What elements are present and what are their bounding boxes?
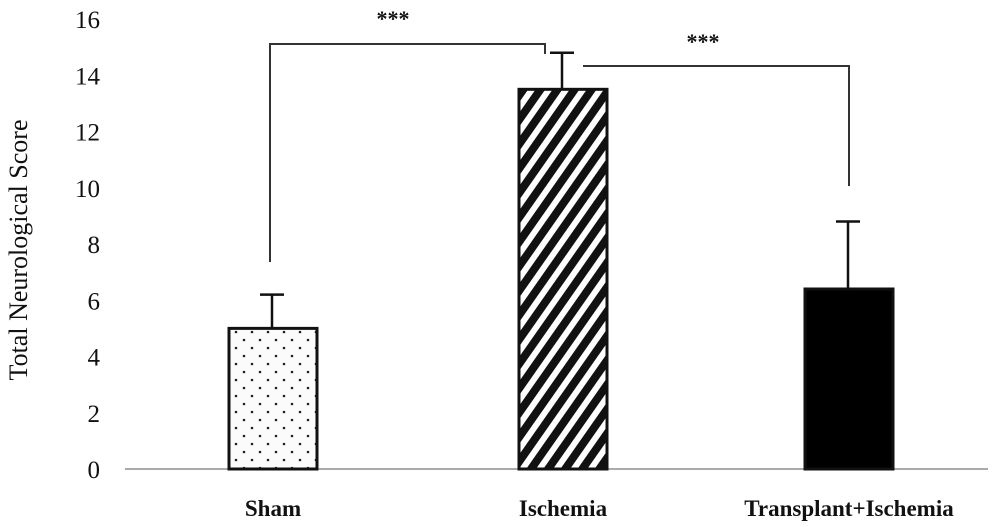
category-labels: Sham Ischemia Transplant+Ischemia	[245, 496, 954, 521]
y-tick-label: 12	[75, 120, 100, 147]
y-tick-label: 14	[75, 63, 101, 90]
bar	[803, 287, 895, 471]
y-tick-label: 6	[88, 288, 101, 315]
category-label: Transplant+Ischemia	[744, 496, 954, 521]
bar	[227, 326, 319, 471]
significance-label: ***	[377, 6, 410, 31]
y-tick-label: 2	[88, 401, 101, 428]
y-tick-label: 10	[75, 176, 100, 203]
bars	[227, 87, 895, 471]
y-axis-label: Total Neurological Score	[4, 120, 33, 381]
significance-label: ***	[687, 29, 720, 54]
significance-bracket	[583, 65, 850, 186]
significance-brackets: *** ***	[269, 6, 850, 262]
error-bars	[260, 51, 860, 329]
category-label: Ischemia	[519, 496, 608, 521]
significance-bracket	[269, 43, 546, 262]
y-tick-label: 0	[88, 457, 101, 484]
y-tick-label: 8	[88, 232, 101, 259]
bar	[517, 87, 609, 471]
y-tick-label: 4	[88, 345, 101, 372]
y-axis-ticks: 0 2 4 6 8 10 12 14 16	[75, 7, 101, 484]
category-label: Sham	[245, 496, 301, 521]
y-tick-label: 16	[75, 7, 100, 34]
